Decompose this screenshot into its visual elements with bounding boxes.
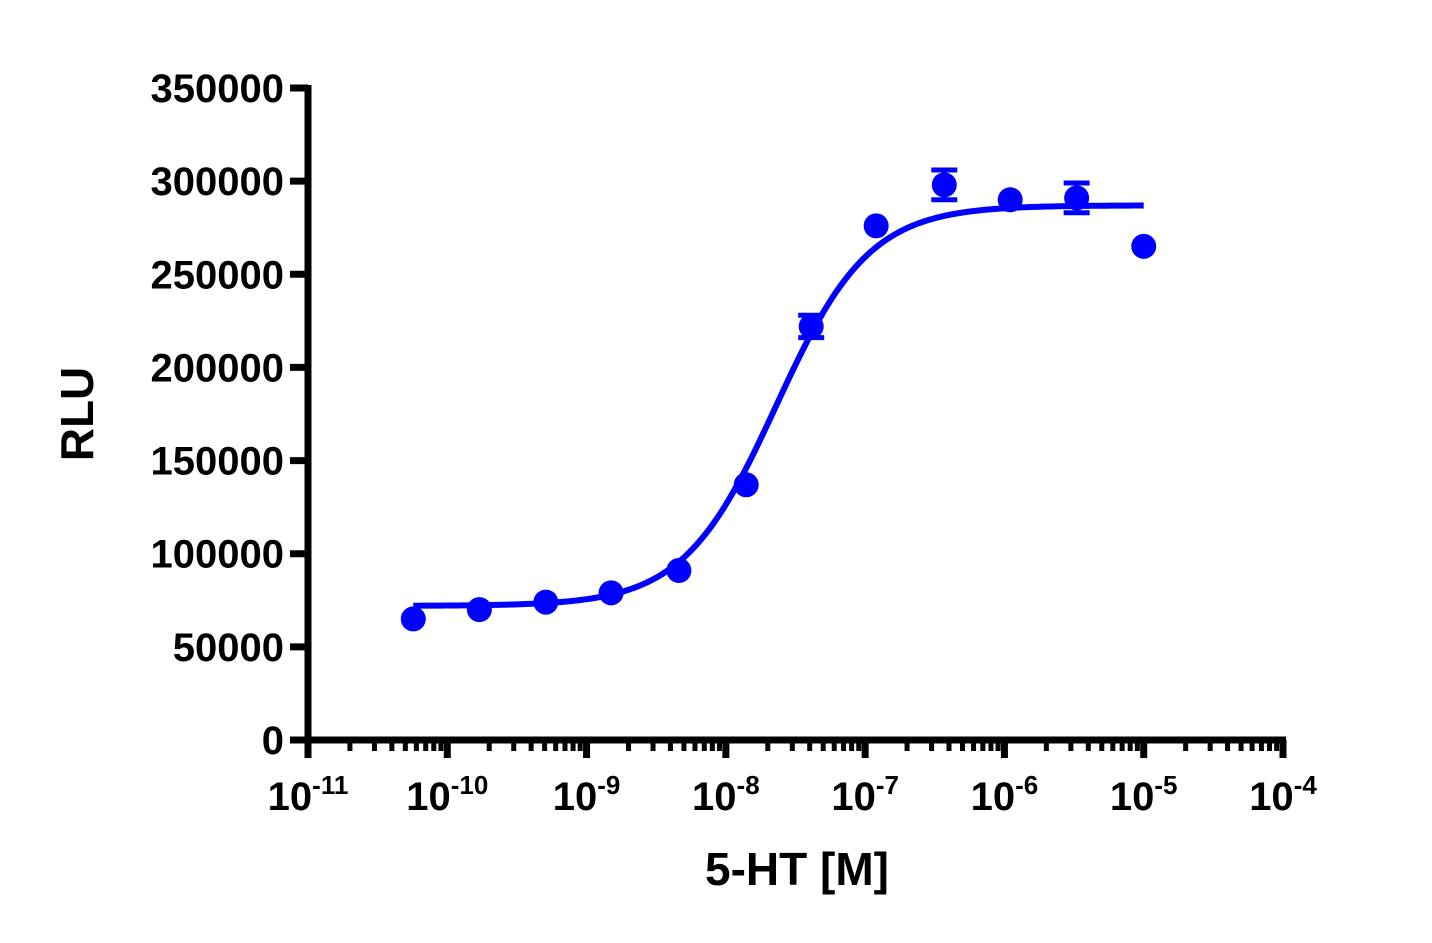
fit-curve [413, 202, 1144, 609]
data-point [798, 313, 824, 339]
data-point [733, 472, 759, 498]
y-tick-label: 300000 [151, 160, 284, 204]
y-tick-label: 150000 [151, 440, 284, 484]
x-tick-label: 10-8 [692, 770, 760, 819]
x-tick-label: 10-7 [831, 770, 899, 819]
y-axis-title: RLU [51, 367, 103, 462]
data-point [863, 213, 889, 239]
y-tick-label: 50000 [173, 626, 284, 670]
x-axis: 10-11 10-10 10-9 10-8 10-7 10-6 10-5 10-4 [268, 736, 1317, 819]
x-tick-label: 10-6 [971, 770, 1039, 819]
x-tick-label: 10-9 [553, 770, 621, 819]
data-point [400, 606, 426, 632]
x-tick-label: 10-10 [406, 770, 488, 819]
data-point [997, 187, 1023, 213]
data-point [533, 589, 559, 615]
y-tick-label: 350000 [151, 67, 284, 111]
y-tick-label: 250000 [151, 253, 284, 297]
x-tick-label: 10-5 [1110, 770, 1178, 819]
y-tick-label: 0 [262, 719, 284, 763]
y-tick-label: 100000 [151, 533, 284, 577]
data-point [666, 557, 692, 583]
data-point [931, 172, 957, 198]
x-tick-label: 10-4 [1249, 770, 1317, 819]
x-axis-title: 5-HT [M] [705, 843, 889, 895]
plot-area [400, 167, 1157, 632]
x-tick-label: 10-11 [268, 770, 349, 819]
data-point [598, 580, 624, 606]
data-point [466, 597, 492, 623]
y-axis: 0 50000 100000 150000 200000 250000 300000 3500… [151, 67, 312, 763]
data-point [1131, 233, 1157, 259]
data-point [1064, 185, 1090, 211]
y-tick-label: 200000 [151, 346, 284, 390]
